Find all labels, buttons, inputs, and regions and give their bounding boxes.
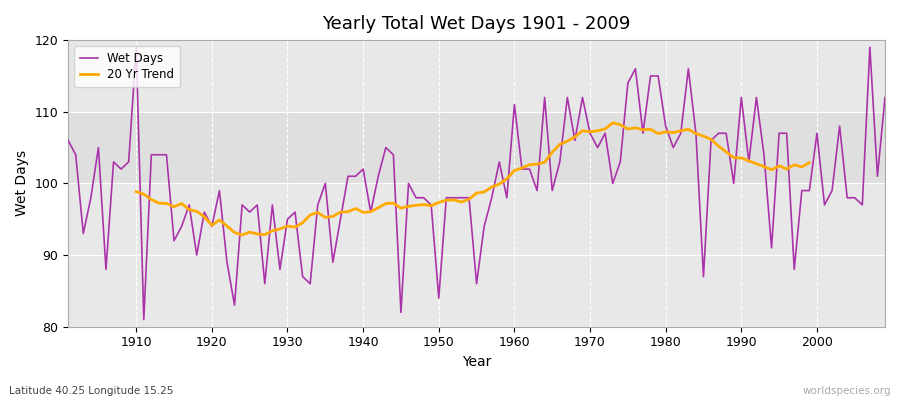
Wet Days: [305, 281, 316, 286]
20 Yr Trend: [615, 122, 626, 127]
Line: Wet Days: Wet Days: [68, 47, 885, 320]
Text: Latitude 40.25 Longitude 15.25: Latitude 40.25 Longitude 15.25: [9, 386, 174, 396]
20 Yr Trend: [804, 160, 814, 165]
X-axis label: Year: Year: [462, 355, 491, 369]
Title: Yearly Total Wet Days 1901 - 2009: Yearly Total Wet Days 1901 - 2009: [322, 15, 631, 33]
Wet Days: [879, 95, 890, 100]
20 Yr Trend: [608, 120, 618, 125]
Wet Days: [615, 160, 626, 164]
Y-axis label: Wet Days: Wet Days: [15, 150, 29, 216]
Wet Days: [524, 167, 535, 172]
Bar: [68, 112, 885, 184]
Wet Days: [517, 167, 527, 172]
Wet Days: [130, 45, 141, 50]
Wet Days: [350, 174, 361, 179]
20 Yr Trend: [130, 189, 141, 194]
20 Yr Trend: [706, 137, 716, 142]
20 Yr Trend: [221, 224, 232, 228]
Text: worldspecies.org: worldspecies.org: [803, 386, 891, 396]
20 Yr Trend: [788, 162, 799, 167]
Wet Days: [123, 160, 134, 164]
Wet Days: [139, 317, 149, 322]
20 Yr Trend: [721, 150, 732, 154]
Line: 20 Yr Trend: 20 Yr Trend: [136, 123, 809, 235]
Legend: Wet Days, 20 Yr Trend: Wet Days, 20 Yr Trend: [74, 46, 180, 87]
20 Yr Trend: [237, 233, 248, 238]
Wet Days: [63, 138, 74, 143]
20 Yr Trend: [343, 209, 354, 214]
